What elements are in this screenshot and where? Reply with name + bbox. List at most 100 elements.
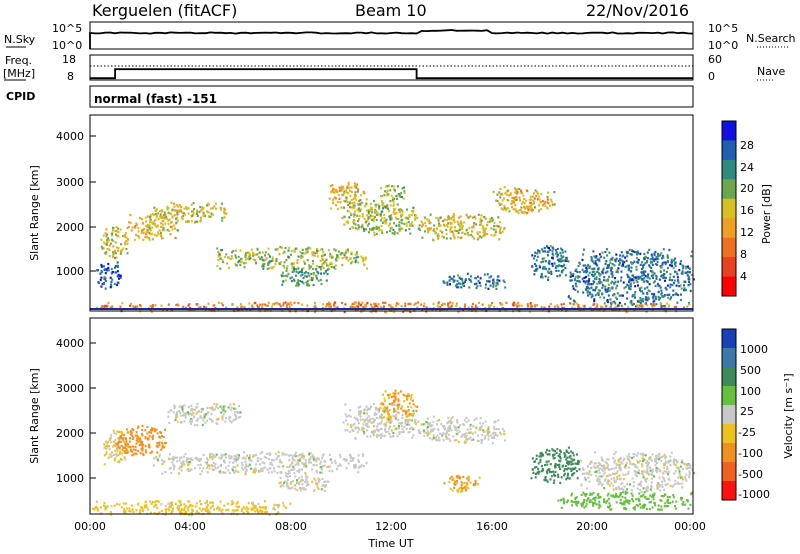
scatter-cell — [450, 429, 453, 432]
scatter-cell — [643, 257, 645, 260]
scatter-cell — [463, 305, 466, 308]
scatter-cell — [360, 464, 363, 467]
scatter-cell — [344, 303, 347, 306]
scatter-cell — [105, 452, 108, 455]
scatter-cell — [380, 420, 383, 423]
scatter-cell — [346, 220, 349, 223]
scatter-cell — [149, 305, 152, 308]
scatter-cell — [333, 266, 336, 269]
scatter-cell — [392, 414, 395, 417]
scatter-cell — [208, 215, 210, 218]
scatter-cell — [261, 461, 264, 464]
scatter-cell — [599, 467, 602, 470]
scatter-cell — [378, 205, 381, 208]
scatter-cell — [543, 202, 546, 205]
scatter-cell — [308, 458, 311, 461]
scatter-cell — [439, 305, 442, 309]
scatter-cell — [161, 441, 163, 444]
scatter-cell — [635, 251, 638, 254]
scatter-cell — [311, 260, 314, 263]
scatter-cell — [646, 469, 649, 472]
scatter-cell — [459, 225, 462, 228]
scatter-cell — [392, 403, 395, 406]
scatter-cell — [633, 251, 636, 254]
scatter-cell — [483, 216, 486, 219]
scatter-cell — [553, 479, 556, 482]
scatter-cell — [265, 456, 268, 459]
scatter-cell — [678, 482, 681, 485]
scatter-cell — [495, 282, 498, 285]
scatter-cell — [447, 427, 450, 430]
scatter-cell — [651, 261, 653, 264]
scatter-cell — [176, 229, 179, 232]
scatter-cell — [409, 232, 412, 235]
scatter-cell — [280, 461, 283, 464]
scatter-cell — [683, 306, 685, 309]
scatter-cell — [475, 427, 478, 430]
scatter-cell — [545, 470, 548, 473]
scatter-cell — [595, 466, 598, 469]
scatter-cell — [442, 302, 445, 305]
scatter-cell — [511, 196, 514, 199]
scatter-cell — [582, 248, 585, 251]
scatter-cell — [126, 226, 129, 230]
scatter-cell — [639, 304, 642, 307]
scatter-cell — [119, 430, 122, 434]
scatter-cell — [306, 259, 309, 262]
scatter-cell — [469, 431, 472, 434]
scatter-cell — [543, 246, 546, 250]
scatter-cell — [453, 486, 456, 489]
scatter-cell — [541, 204, 544, 207]
scatter-cell — [455, 304, 458, 307]
scatter-cell — [645, 477, 648, 480]
scatter-cell — [104, 276, 106, 279]
scatter-cell — [234, 455, 237, 458]
scatter-cell — [327, 305, 330, 308]
scatter-cell — [465, 416, 468, 419]
scatter-cell — [581, 472, 584, 475]
scatter-cell — [645, 480, 648, 483]
scatter-cell — [635, 268, 638, 271]
scatter-cell — [624, 466, 627, 469]
scatter-cell — [400, 305, 403, 308]
scatter-cell — [164, 428, 167, 431]
scatter-cell — [347, 183, 350, 186]
scatter-cell — [309, 461, 312, 464]
scatter-cell — [134, 445, 137, 448]
scatter-cell — [153, 206, 156, 209]
scatter-cell — [122, 446, 125, 449]
scatter-cell — [488, 280, 491, 283]
scatter-cell — [590, 473, 593, 476]
scatter-cell — [502, 279, 505, 282]
scatter-cell — [531, 468, 534, 471]
scatter-cell — [156, 224, 159, 227]
scatter-cell — [495, 284, 497, 287]
scatter-cell — [152, 222, 155, 225]
scatter-cell — [308, 274, 311, 277]
scatter-cell — [525, 205, 528, 208]
scatter-cell — [205, 466, 208, 470]
scatter-cell — [107, 266, 110, 269]
scatter-cell — [630, 300, 633, 303]
scatter-cell — [102, 282, 105, 285]
scatter-cell — [536, 471, 539, 474]
scatter-cell — [445, 232, 448, 235]
scatter-cell — [235, 460, 238, 463]
scatter-cell — [166, 208, 169, 211]
scatter-cell — [429, 422, 432, 425]
scatter-cell — [107, 301, 110, 304]
scatter-cell — [151, 429, 154, 432]
scatter-cell — [662, 455, 665, 458]
scatter-cell — [403, 425, 406, 428]
scatter-cell — [159, 213, 162, 216]
scatter-cell — [135, 233, 138, 236]
scatter-cell — [225, 306, 227, 309]
scatter-cell — [422, 305, 425, 308]
scatter-cell — [582, 468, 585, 471]
scatter-cell — [365, 202, 368, 205]
scatter-cell — [317, 279, 320, 282]
scatter-cell — [486, 221, 489, 224]
scatter-cell — [415, 409, 418, 412]
scatter-cell — [646, 261, 648, 264]
scatter-cell — [647, 273, 650, 276]
